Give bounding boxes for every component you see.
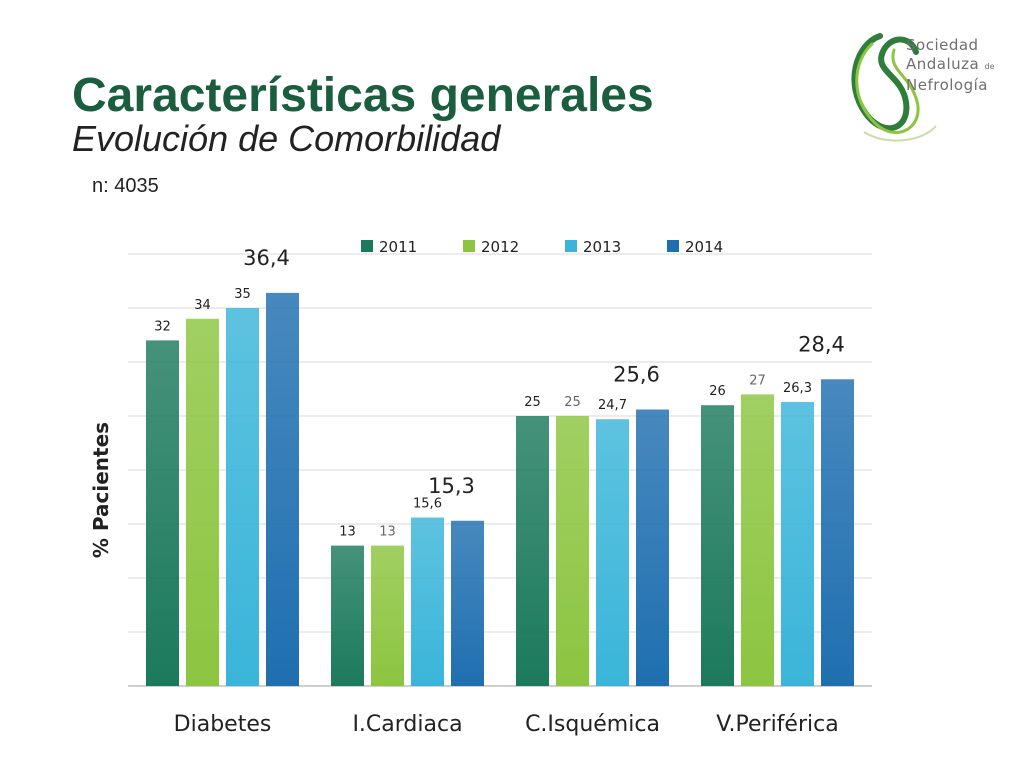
legend-swatch-2012 <box>463 240 475 252</box>
data-label-C.Isquémica-2014: 25,6 <box>613 363 660 387</box>
bar-Diabetes-2014 <box>266 292 299 686</box>
bar-I.Cardiaca-2012 <box>371 545 404 686</box>
data-label-Diabetes-2014: 36,4 <box>243 246 290 270</box>
data-label-C.Isquémica-2013: 24,7 <box>598 398 627 413</box>
bar-C.Isquémica-2013 <box>596 419 629 686</box>
category-label-I.Cardiaca: I.Cardiaca <box>352 712 462 737</box>
data-label-I.Cardiaca-2011: 13 <box>339 525 356 540</box>
data-label-Diabetes-2013: 35 <box>234 287 251 302</box>
logo-line-1: Sociedad <box>906 36 979 54</box>
data-label-I.Cardiaca-2013: 15,6 <box>413 497 442 512</box>
bar-C.Isquémica-2014 <box>636 409 669 686</box>
data-label-V.Periférica-2013: 26,3 <box>783 381 812 396</box>
category-label-Diabetes: Diabetes <box>174 712 272 737</box>
bar-C.Isquémica-2011 <box>516 416 549 686</box>
legend-swatch-2014 <box>667 240 679 252</box>
data-label-V.Periférica-2014: 28,4 <box>798 332 845 356</box>
y-axis-label: % Pacientes <box>89 422 113 558</box>
data-label-Diabetes-2012: 34 <box>194 298 211 313</box>
logo-text: Sociedad Andaluza de Nefrología <box>906 36 995 95</box>
category-label-V.Periférica: V.Periférica <box>716 712 838 737</box>
sample-size: n: 4035 <box>92 175 159 197</box>
bar-I.Cardiaca-2014 <box>451 520 484 686</box>
legend-swatch-2011 <box>361 240 373 252</box>
bar-Diabetes-2012 <box>186 318 219 686</box>
bar-V.Periférica-2012 <box>741 394 774 686</box>
data-label-C.Isquémica-2011: 25 <box>524 395 541 410</box>
bar-V.Periférica-2011 <box>701 405 734 686</box>
data-label-I.Cardiaca-2014: 15,3 <box>428 474 475 498</box>
slide-subtitle: Evolución de Comorbilidad <box>72 118 501 159</box>
bar-C.Isquémica-2012 <box>556 416 589 686</box>
bar-Diabetes-2011 <box>146 340 179 686</box>
data-label-I.Cardiaca-2012: 13 <box>379 525 396 540</box>
legend-label-2012: 2012 <box>481 238 519 256</box>
bar-Diabetes-2013 <box>226 308 259 686</box>
data-label-Diabetes-2011: 32 <box>154 319 171 334</box>
legend-label-2013: 2013 <box>583 238 621 256</box>
category-label-C.Isquémica: C.Isquémica <box>525 712 660 737</box>
logo-line-2-suffix: de <box>984 62 995 71</box>
legend-label-2011: 2011 <box>379 238 417 256</box>
bar-I.Cardiaca-2013 <box>411 517 444 686</box>
bar-V.Periférica-2014 <box>821 379 854 686</box>
logo-line-3: Nefrología <box>906 76 988 94</box>
society-logo-icon <box>851 33 937 142</box>
data-label-V.Periférica-2011: 26 <box>709 384 726 399</box>
data-label-V.Periférica-2012: 27 <box>749 373 766 388</box>
slide-title: Características generales <box>72 69 654 122</box>
logo-line-2-main: Andaluza <box>906 55 980 73</box>
bar-I.Cardiaca-2011 <box>331 545 364 686</box>
bar-V.Periférica-2013 <box>781 401 814 686</box>
logo-line-2: Andaluza de <box>906 55 995 76</box>
legend-label-2014: 2014 <box>685 238 723 256</box>
data-label-C.Isquémica-2012: 25 <box>564 395 581 410</box>
legend-swatch-2013 <box>565 240 577 252</box>
